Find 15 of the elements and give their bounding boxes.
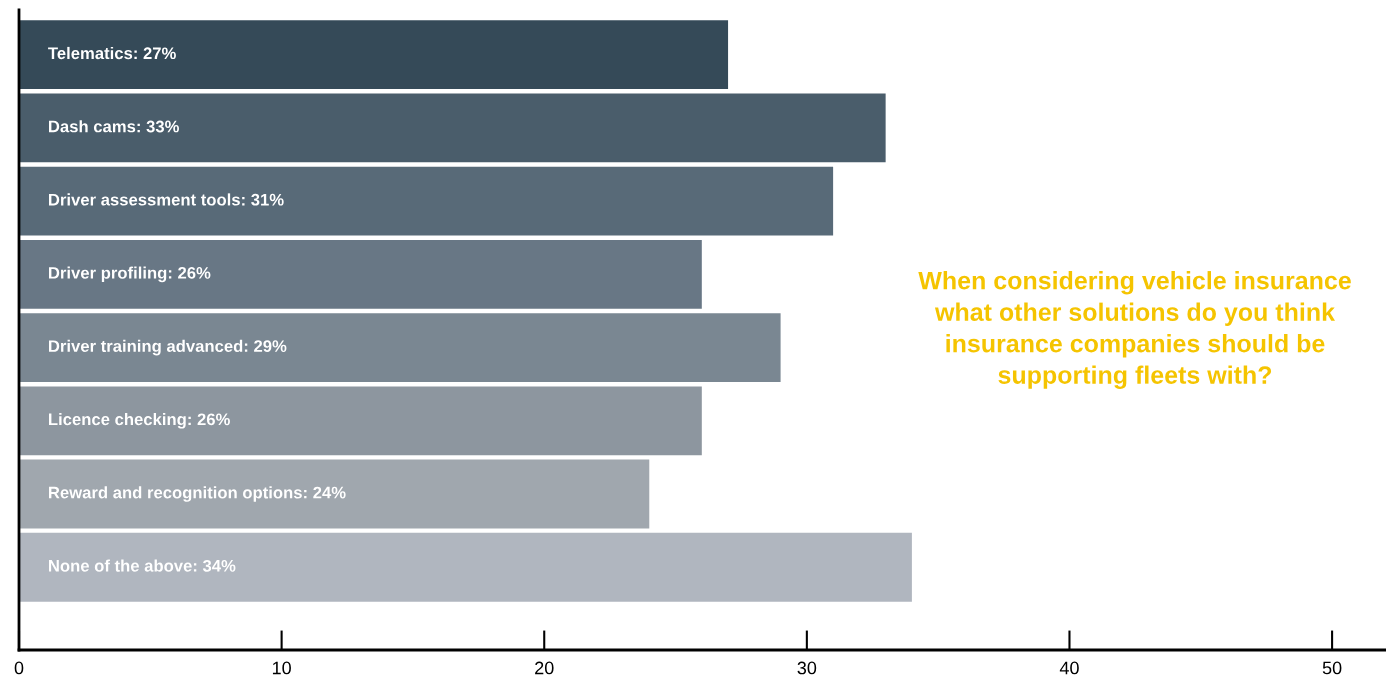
- data-label: Telematics: 27%: [48, 46, 176, 60]
- x-tick-label: 50: [1322, 661, 1342, 675]
- x-tick-label: 30: [797, 661, 817, 675]
- data-label: Reward and recognition options: 24%: [49, 486, 346, 502]
- x-tick-label: 0: [14, 661, 24, 675]
- data-label: Driver profiling: 26%: [49, 266, 211, 283]
- data-label: None of the above: 34%: [49, 559, 236, 572]
- x-tick-label: 20: [535, 661, 554, 675]
- x-tick-label: 10: [272, 661, 291, 675]
- x-tick-label: 40: [1059, 661, 1079, 675]
- data-label: Licence checking: 26%: [49, 413, 230, 429]
- data-label: Dash cams: 33%: [49, 120, 179, 133]
- text: When considering vehicle insurance what other solutions do you think insurance companies should be supporting fleets with?: [918, 271, 1351, 389]
- data-label: Driver assessment tools: 31%: [49, 193, 284, 206]
- data-label: Driver training advanced: 29%: [49, 339, 287, 356]
